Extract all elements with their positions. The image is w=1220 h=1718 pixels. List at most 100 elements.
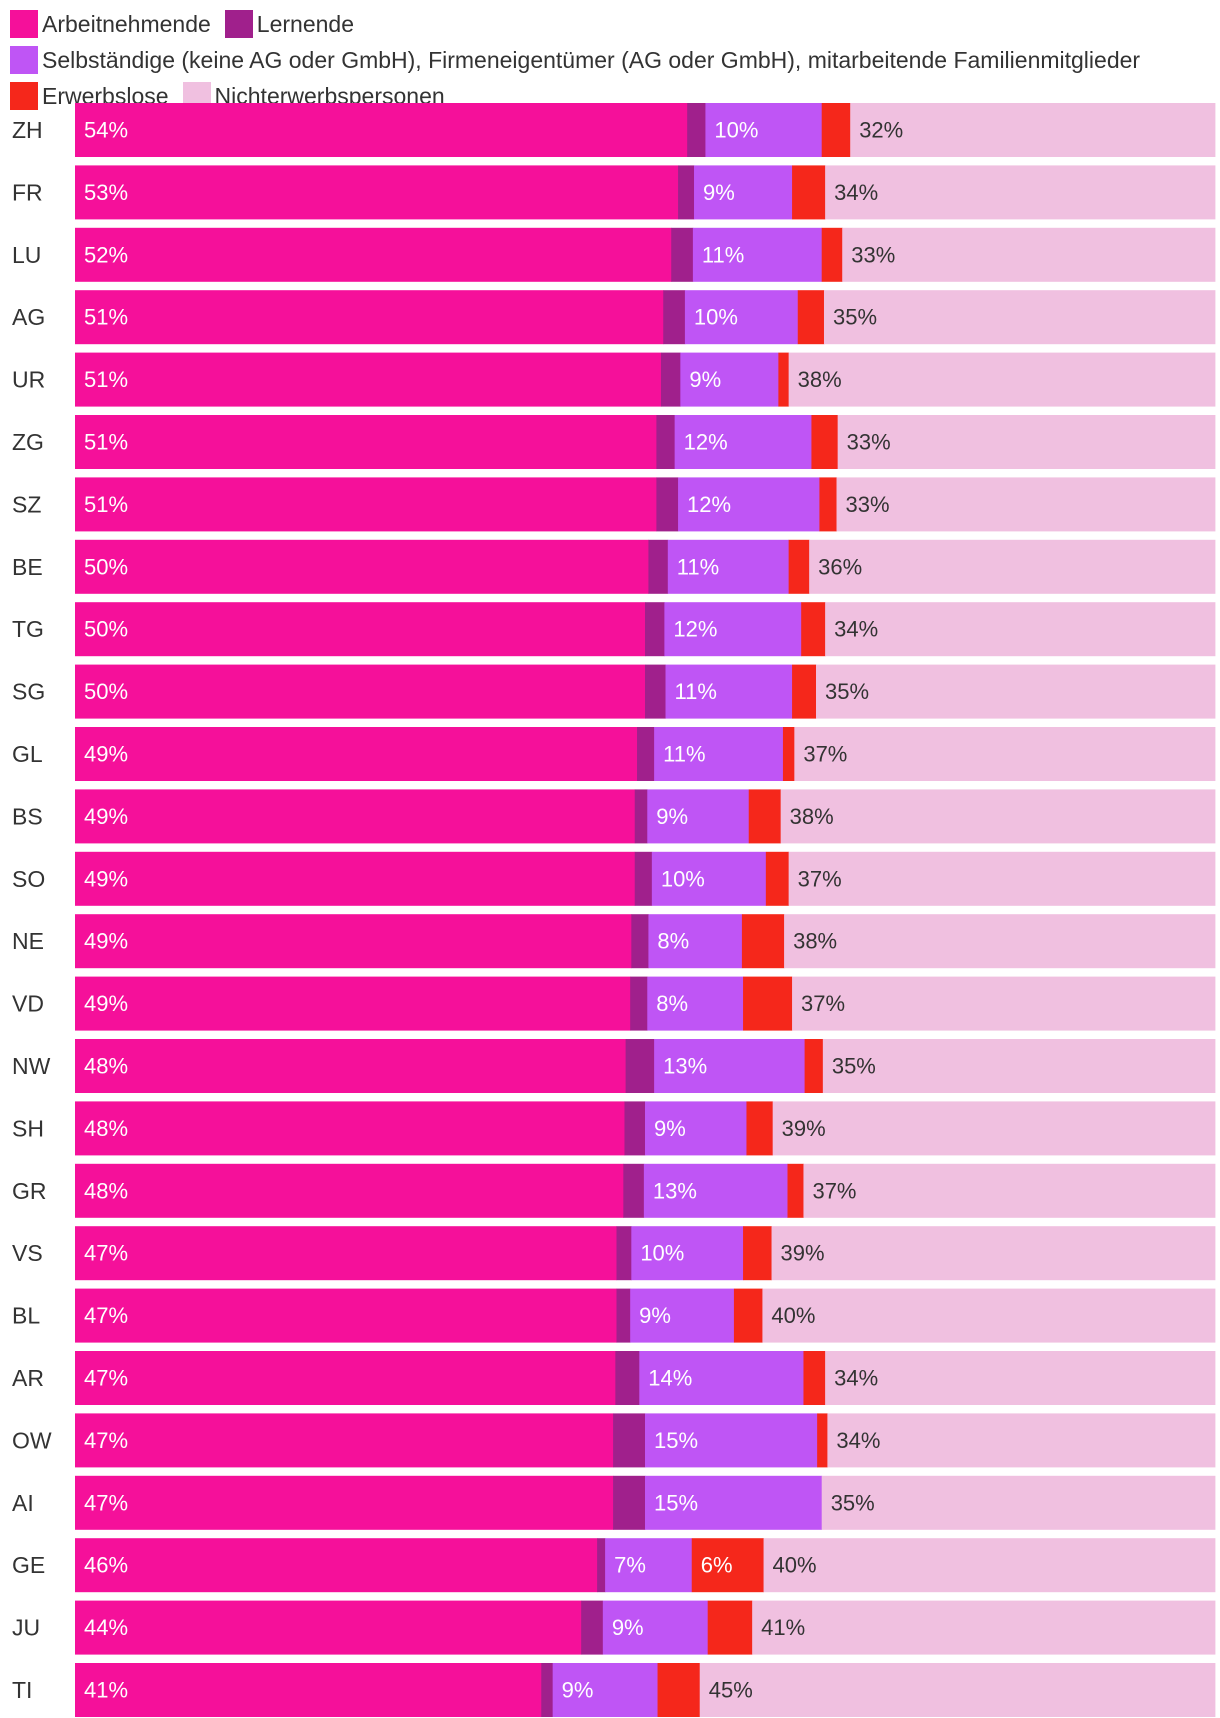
bar-NW-series-2 <box>654 1039 805 1093</box>
bar-FR-series-0 <box>75 165 679 220</box>
value-label-ZG-series-4: 33% <box>847 430 891 455</box>
value-label-FR-series-4: 34% <box>834 180 878 205</box>
bar-FR-series-3 <box>792 165 826 220</box>
value-label-LU-series-2: 11% <box>702 242 744 267</box>
bar-GL-series-2 <box>654 727 784 781</box>
bar-TI-series-3 <box>657 1663 701 1717</box>
bar-VS-series-2 <box>631 1226 744 1281</box>
bar-AI-series-1 <box>613 1475 646 1530</box>
bar-SG-series-3 <box>792 664 817 719</box>
bar-JU-series-0 <box>75 1600 582 1655</box>
bar-BL-series-1 <box>616 1288 631 1343</box>
value-label-NE-series-4: 38% <box>793 929 837 954</box>
bar-UR-series-0 <box>75 352 662 407</box>
value-label-BE-series-4: 36% <box>818 554 862 579</box>
value-label-FR-series-0: 53% <box>84 180 128 205</box>
category-label-BS: BS <box>12 803 43 829</box>
value-label-BL-series-0: 47% <box>84 1303 128 1328</box>
value-label-ZH-series-0: 54% <box>84 118 128 143</box>
bar-AI-series-2 <box>645 1475 823 1530</box>
bar-VS-series-4 <box>771 1226 1216 1281</box>
bar-UR-series-3 <box>778 352 790 407</box>
bar-NE-series-2 <box>648 914 743 969</box>
value-label-AR-series-4: 34% <box>834 1366 878 1391</box>
category-label-BE: BE <box>12 554 43 580</box>
bar-UR-series-4 <box>788 352 1216 407</box>
bar-SH-series-0 <box>75 1101 625 1156</box>
legend-label: Arbeitnehmende <box>42 11 211 37</box>
value-label-GL-series-4: 37% <box>803 742 847 767</box>
bar-SO-series-2 <box>651 851 767 906</box>
bar-VD-series-4 <box>792 976 1216 1031</box>
bar-TG-series-3 <box>801 602 826 657</box>
bar-AR-series-4 <box>825 1351 1216 1405</box>
bar-GL-series-0 <box>75 727 638 781</box>
value-label-AG-series-4: 35% <box>833 305 877 330</box>
bar-OW-series-0 <box>75 1413 614 1468</box>
bar-AI-series-4 <box>821 1475 1216 1530</box>
bar-LU-series-1 <box>671 227 694 282</box>
bar-TI-series-0 <box>75 1663 542 1717</box>
bar-VD-series-3 <box>743 976 793 1031</box>
bar-SG-series-0 <box>75 664 646 719</box>
value-label-VD-series-2: 8% <box>656 991 688 1016</box>
bar-ZH-series-3 <box>821 103 851 157</box>
value-label-TI-series-0: 41% <box>84 1678 128 1703</box>
category-label-JU: JU <box>12 1615 40 1641</box>
bar-NW-series-0 <box>75 1039 627 1093</box>
bar-LU-series-0 <box>75 227 672 282</box>
value-label-AI-series-2: 15% <box>654 1490 698 1515</box>
bar-VS-series-3 <box>743 1226 772 1281</box>
value-label-AI-series-4: 35% <box>831 1490 875 1515</box>
legend-item-1: Lernende <box>224 6 354 42</box>
bar-TG-series-2 <box>664 602 802 657</box>
bar-ZH-series-1 <box>687 103 706 157</box>
value-label-AI-series-0: 47% <box>84 1490 128 1515</box>
category-label-TI: TI <box>12 1677 32 1703</box>
bar-GR-series-2 <box>643 1163 788 1218</box>
bar-FR-series-4 <box>825 165 1216 220</box>
category-label-SH: SH <box>12 1115 44 1141</box>
legend-swatch <box>10 82 38 110</box>
value-label-SZ-series-2: 12% <box>687 492 731 517</box>
bar-GL-series-4 <box>794 727 1216 781</box>
bar-SH-series-2 <box>645 1101 747 1156</box>
value-label-ZG-series-2: 12% <box>684 430 728 455</box>
bar-BL-series-4 <box>762 1288 1216 1343</box>
category-label-VD: VD <box>12 991 44 1017</box>
value-label-TG-series-0: 50% <box>84 617 128 642</box>
value-label-UR-series-4: 38% <box>798 367 842 392</box>
value-label-TI-series-4: 45% <box>709 1678 753 1703</box>
bar-LU-series-2 <box>692 227 823 282</box>
bar-LU-series-4 <box>842 227 1216 282</box>
value-label-GR-series-4: 37% <box>812 1178 856 1203</box>
bar-ZG-series-3 <box>811 415 839 469</box>
bar-AR-series-0 <box>75 1351 616 1405</box>
value-label-ZH-series-2: 10% <box>714 118 758 143</box>
category-label-LU: LU <box>12 242 41 268</box>
bar-LU-series-3 <box>821 227 843 282</box>
bar-SZ-series-4 <box>836 477 1216 532</box>
category-label-GR: GR <box>12 1178 47 1204</box>
bar-FR-series-1 <box>678 165 695 220</box>
legend-swatch <box>10 10 38 38</box>
bar-GE-series-4 <box>763 1538 1216 1593</box>
bar-AR-series-2 <box>639 1351 804 1405</box>
value-label-BE-series-2: 11% <box>677 554 719 579</box>
value-label-GR-series-0: 48% <box>84 1178 128 1203</box>
bar-NW-series-3 <box>804 1039 824 1093</box>
legend-swatch <box>10 46 38 74</box>
value-label-GE-series-3: 6% <box>701 1553 733 1578</box>
bar-AR-series-3 <box>803 1351 826 1405</box>
value-label-GE-series-4: 40% <box>773 1553 817 1578</box>
category-label-GL: GL <box>12 741 43 767</box>
value-label-SO-series-4: 37% <box>798 866 842 891</box>
bar-VS-series-0 <box>75 1226 617 1281</box>
bar-AR-series-1 <box>615 1351 640 1405</box>
legend-label: Selbständige (keine AG oder GmbH), Firme… <box>42 47 1141 73</box>
value-label-JU-series-0: 44% <box>84 1615 128 1640</box>
value-label-FR-series-2: 9% <box>703 180 735 205</box>
bar-SO-series-0 <box>75 851 636 906</box>
value-label-UR-series-2: 9% <box>689 367 721 392</box>
bar-ZG-series-4 <box>837 415 1216 469</box>
